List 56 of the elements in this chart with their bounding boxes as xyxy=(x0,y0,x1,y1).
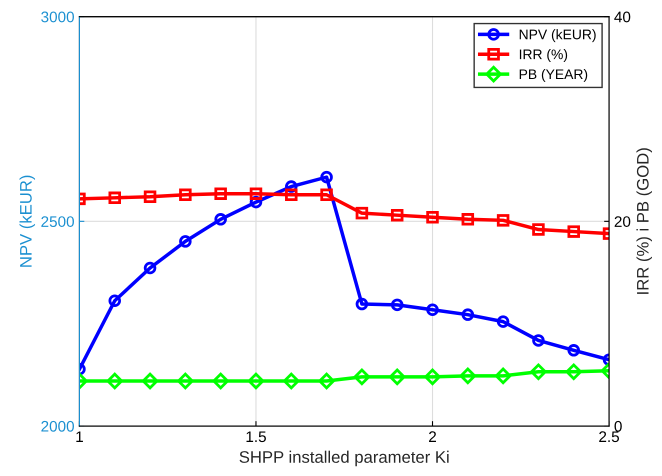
point xyxy=(214,187,227,200)
point xyxy=(283,372,300,390)
point xyxy=(530,364,547,380)
point xyxy=(177,372,194,390)
point xyxy=(424,368,441,386)
point xyxy=(144,190,156,204)
point xyxy=(285,188,298,201)
y2-tick-label: 0 xyxy=(614,420,622,432)
point xyxy=(214,213,227,226)
point xyxy=(248,372,264,390)
legend-label: IRR (%) xyxy=(520,49,568,62)
x-tick-label: 1 xyxy=(76,431,83,442)
point xyxy=(565,364,582,380)
point xyxy=(426,304,439,316)
point xyxy=(106,372,124,390)
point xyxy=(142,372,158,390)
x-tick-label: 1.5 xyxy=(246,431,266,442)
point xyxy=(354,368,370,386)
y-tick-label: 3000 xyxy=(41,12,74,22)
point xyxy=(212,372,229,390)
point xyxy=(320,170,333,184)
point xyxy=(179,235,192,248)
point xyxy=(494,368,512,384)
point xyxy=(318,372,335,390)
point xyxy=(460,368,476,384)
y-tick-label: 2500 xyxy=(41,216,74,228)
point xyxy=(567,344,580,357)
x-axis-title: SHPP installed parameter Ki xyxy=(240,450,449,466)
legend-label: NPV (kEUR) xyxy=(520,29,596,42)
point xyxy=(426,210,439,224)
y2-tick-label: 40 xyxy=(614,12,630,22)
point xyxy=(320,188,333,201)
point xyxy=(390,298,404,312)
y2-axis-title: IRR (%) i PB (GOD) xyxy=(636,148,652,294)
point xyxy=(390,208,404,222)
point xyxy=(532,334,545,347)
point xyxy=(108,192,121,204)
point xyxy=(496,214,510,227)
y2-tick-label: 20 xyxy=(614,216,630,228)
y-axis-title: NPV (kEUR) xyxy=(20,176,36,267)
point xyxy=(179,188,192,201)
point xyxy=(462,213,474,226)
point xyxy=(388,368,406,386)
point xyxy=(144,262,156,274)
point xyxy=(250,187,262,200)
point xyxy=(532,223,545,236)
x-tick-label: 2.5 xyxy=(599,431,620,442)
x-tick-label: 2 xyxy=(429,431,436,442)
point xyxy=(567,225,580,238)
point xyxy=(496,315,510,328)
y-tick-label: 2000 xyxy=(41,420,74,432)
point xyxy=(462,308,474,321)
legend-label: PB (YEAR) xyxy=(520,68,588,82)
point xyxy=(356,206,368,220)
point xyxy=(356,298,368,310)
point xyxy=(108,294,121,308)
